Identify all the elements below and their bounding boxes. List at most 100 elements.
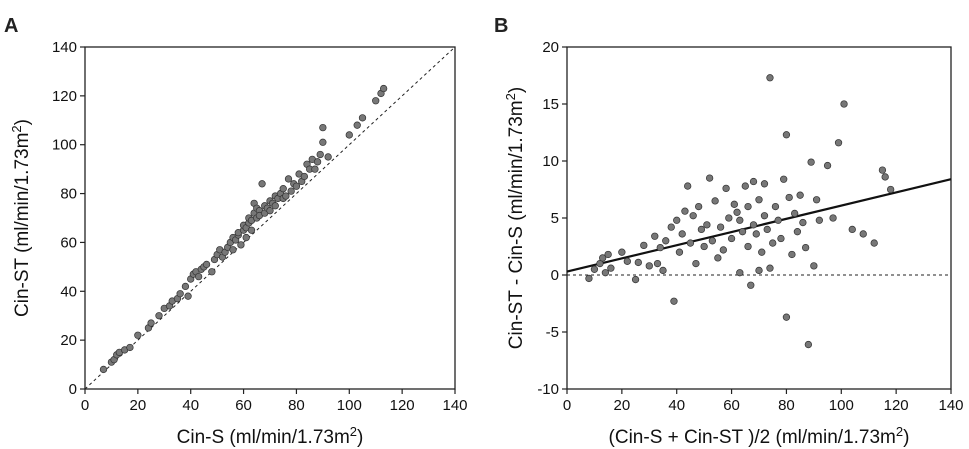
data-point (760, 212, 769, 220)
data-point (345, 131, 353, 139)
panel-a-x-axis-label: Cin-S (ml/min/1.73m2) (177, 424, 364, 448)
y-tick-label: -10 (537, 381, 559, 398)
y-tick-label: 0 (69, 381, 77, 398)
data-point (208, 268, 216, 276)
data-point (703, 221, 711, 229)
data-point (810, 262, 818, 270)
data-point (618, 248, 626, 256)
y-tick-label: 15 (542, 96, 559, 113)
data-point (733, 208, 741, 216)
panel-a-points (99, 84, 388, 374)
data-point (881, 173, 889, 181)
x-tick-label: 120 (390, 397, 415, 414)
data-point (777, 234, 785, 243)
data-point (134, 331, 142, 339)
data-point (202, 260, 211, 269)
data-point (590, 265, 599, 273)
data-point (271, 202, 279, 210)
data-point (126, 343, 134, 352)
data-point (599, 254, 607, 262)
y-tick-label: 100 (52, 137, 77, 154)
data-point (645, 262, 653, 270)
data-point (758, 248, 766, 256)
data-point (673, 216, 681, 224)
x-tick-label: 20 (614, 397, 631, 414)
data-point (242, 233, 250, 242)
data-point (372, 97, 380, 105)
data-point (358, 114, 367, 122)
x-tick-label: 60 (723, 397, 740, 414)
data-point (324, 153, 332, 161)
x-tick-label: 40 (668, 397, 685, 414)
data-point (266, 207, 274, 215)
data-point (147, 319, 155, 327)
data-point (755, 196, 763, 204)
data-point (749, 177, 758, 186)
data-point (282, 192, 290, 200)
data-point (730, 200, 738, 208)
data-point (279, 185, 287, 193)
data-point (181, 282, 190, 291)
data-point (681, 207, 689, 215)
data-point (316, 150, 324, 159)
data-point (686, 239, 695, 247)
data-point (184, 292, 192, 300)
y-tick-label: 40 (60, 283, 77, 300)
data-point (656, 243, 664, 252)
data-point (300, 172, 309, 181)
data-point (667, 223, 675, 231)
data-point (796, 191, 804, 199)
data-point (653, 259, 662, 268)
data-point (716, 223, 725, 231)
data-point (689, 212, 697, 220)
data-point (741, 182, 749, 190)
data-point (878, 166, 887, 174)
data-point (313, 158, 322, 166)
panel-b-y-ticks: -10 -5 0 5 10 15 20 (537, 39, 567, 398)
x-tick-label: 40 (182, 397, 199, 414)
data-point (719, 246, 727, 254)
x-tick-label: 60 (235, 397, 252, 414)
data-point (799, 218, 807, 227)
data-point (708, 237, 717, 245)
data-point (848, 225, 856, 234)
data-point (752, 230, 760, 238)
data-point (176, 290, 184, 298)
data-point (769, 239, 777, 247)
data-point (651, 232, 659, 240)
panel-a-y-ticks: 0 20 40 60 80 100 120 140 (52, 39, 85, 398)
data-point (774, 216, 782, 224)
data-point (807, 158, 815, 166)
data-point (585, 274, 593, 283)
panel-b-letter: B (494, 15, 508, 37)
data-point (791, 209, 799, 218)
x-tick-label: 80 (288, 397, 305, 414)
data-point (697, 225, 706, 234)
y-tick-label: -5 (546, 324, 559, 341)
data-point (738, 228, 747, 236)
data-point (760, 180, 769, 188)
data-point (834, 139, 843, 147)
data-point (887, 185, 895, 194)
data-point (766, 74, 774, 82)
data-point (311, 165, 319, 173)
panel-a-x-ticks: 0 20 40 60 80 100 120 140 (81, 389, 468, 414)
y-tick-label: 80 (60, 186, 77, 203)
x-tick-label: 0 (81, 397, 89, 414)
panel-b-plot-frame (566, 46, 952, 390)
data-point (823, 161, 832, 170)
y-tick-label: 140 (52, 39, 77, 56)
data-point (747, 281, 755, 289)
data-point (237, 241, 245, 249)
panel-b-x-axis-label: (Cin-S + Cin-ST )/2 (ml/min/1.73m2) (609, 424, 910, 448)
panel-b-y-axis-label: Cin-ST - Cin-S (ml/min/1.73m2) (503, 87, 527, 349)
data-point (766, 264, 774, 272)
data-point (815, 216, 823, 224)
y-tick-label: 120 (52, 88, 77, 105)
data-point (744, 242, 752, 251)
y-tick-label: 10 (542, 153, 559, 170)
data-point (711, 197, 719, 205)
data-point (725, 214, 733, 222)
data-point (670, 297, 678, 305)
